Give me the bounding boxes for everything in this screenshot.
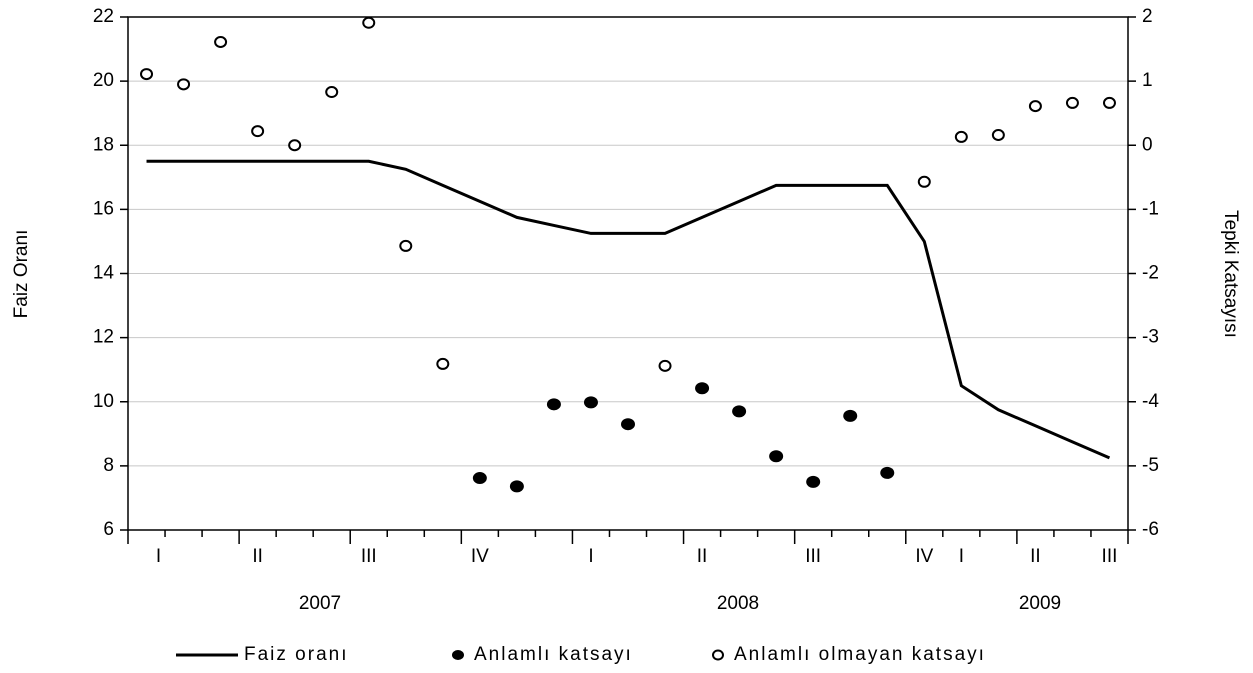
nonsignificant-point bbox=[325, 86, 339, 99]
y2-axis-title: Tepki Katsayısı bbox=[1220, 210, 1241, 338]
y2-tick-label: -1 bbox=[1142, 198, 1159, 219]
significant-point bbox=[621, 418, 635, 431]
legend-label: Anlamlı katsayı bbox=[474, 644, 633, 665]
y-tick-label: 10 bbox=[93, 391, 114, 412]
nonsignificant-point bbox=[251, 125, 265, 138]
y2-tick-label: 2 bbox=[1142, 6, 1153, 27]
nonsignificant-point bbox=[362, 16, 376, 29]
significant-point bbox=[880, 466, 895, 479]
x-tick-label: II bbox=[252, 546, 263, 567]
y2-tick-label: 1 bbox=[1142, 70, 1153, 91]
nonsignificant-point bbox=[658, 359, 672, 372]
legend-swatch bbox=[452, 650, 464, 660]
x-tick-label: II bbox=[697, 546, 708, 567]
nonsignificant-point bbox=[1102, 96, 1116, 109]
y-tick-label: 6 bbox=[103, 519, 114, 540]
x-tick-label: I bbox=[156, 546, 161, 567]
nonsignificant-point bbox=[436, 357, 450, 370]
x-tick-label: I bbox=[959, 546, 964, 567]
y-tick-label: 20 bbox=[93, 70, 114, 91]
y-tick-label: 16 bbox=[93, 198, 114, 219]
significant-point bbox=[769, 450, 784, 463]
x-tick-label: II bbox=[1030, 546, 1041, 567]
y-tick-label: 22 bbox=[93, 6, 114, 27]
significant-point bbox=[583, 396, 598, 409]
year-label: 2007 bbox=[299, 593, 341, 614]
x-tick-label: IV bbox=[915, 546, 933, 567]
legend-swatch bbox=[712, 649, 724, 661]
significant-point bbox=[843, 409, 858, 422]
legend-label: Anlamlı olmayan katsayı bbox=[734, 644, 986, 665]
y-tick-label: 8 bbox=[103, 455, 114, 476]
year-label: 2009 bbox=[1019, 593, 1061, 614]
nonsignificant-point bbox=[177, 78, 191, 91]
significant-point bbox=[695, 382, 710, 395]
y2-tick-label: 0 bbox=[1142, 134, 1153, 155]
x-tick-label: III bbox=[1102, 546, 1118, 567]
significant-point bbox=[806, 475, 821, 488]
y-tick-label: 18 bbox=[93, 134, 114, 155]
y-tick-label: 12 bbox=[93, 327, 114, 348]
nonsignificant-point bbox=[288, 139, 302, 152]
y2-tick-label: -5 bbox=[1142, 455, 1159, 476]
x-tick-label: III bbox=[805, 546, 821, 567]
significant-point bbox=[509, 480, 524, 493]
y-axis-title: Faiz Oranı bbox=[11, 230, 32, 319]
line-series bbox=[146, 159, 1111, 460]
y2-tick-label: -6 bbox=[1142, 519, 1159, 540]
nonsignificant-point bbox=[214, 36, 228, 49]
y2-tick-label: -2 bbox=[1142, 263, 1159, 284]
x-tick-label: III bbox=[361, 546, 377, 567]
x-tick-label: IV bbox=[471, 546, 489, 567]
legend-label: Faiz oranı bbox=[244, 644, 348, 665]
nonsignificant-point bbox=[1028, 100, 1042, 113]
nonsignificant-point bbox=[399, 239, 413, 252]
y2-tick-label: -3 bbox=[1142, 327, 1159, 348]
significant-point bbox=[546, 398, 561, 411]
significant-point bbox=[472, 472, 487, 485]
y-tick-label: 14 bbox=[93, 263, 115, 284]
year-label: 2008 bbox=[717, 593, 759, 614]
nonsignificant-point bbox=[917, 175, 931, 188]
plot-frame bbox=[127, 16, 1129, 531]
significant-point bbox=[732, 405, 747, 418]
nonsignificant-point bbox=[1065, 96, 1079, 109]
x-tick-label: I bbox=[588, 546, 593, 567]
nonsignificant-point bbox=[954, 130, 968, 143]
nonsignificant-point bbox=[991, 128, 1005, 141]
y2-tick-label: -4 bbox=[1142, 391, 1159, 412]
nonsignificant-point bbox=[140, 68, 154, 81]
